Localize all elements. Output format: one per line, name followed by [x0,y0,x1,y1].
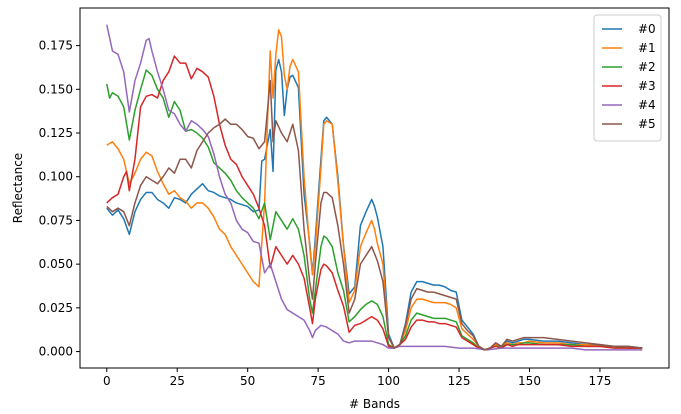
y-tick-label: 0.075 [39,213,73,227]
legend-label-2: #2 [638,60,656,74]
y-axis: 0.000 0.025 0.050 0.075 0.100 0.125 0.150 0.175 [39,39,80,359]
legend-label-3: #3 [638,79,656,93]
x-axis: 0 25 50 75 100 125 150 175 [103,368,611,388]
legend-label-5: #5 [638,117,656,131]
x-axis-label: # Bands [349,397,400,411]
y-tick-label: 0.050 [39,257,73,271]
series-line-2 [106,69,643,351]
x-tick-label: 125 [448,374,471,388]
y-tick-label: 0.025 [39,301,73,315]
series-line-0 [106,58,643,351]
x-tick-label: 50 [240,374,255,388]
y-tick-label: 0.000 [39,345,73,359]
series-line-3 [106,55,643,351]
x-tick-label: 75 [310,374,325,388]
y-tick-label: 0.150 [39,82,73,96]
y-tick-label: 0.125 [39,126,73,140]
series-line-5 [106,79,643,351]
legend-label-1: #1 [638,41,656,55]
y-tick-label: 0.175 [39,39,73,53]
legend: #0 #1 #2 #3 #4 #5 [593,14,662,142]
x-tick-label: 100 [377,374,400,388]
series-line-4 [106,24,643,351]
y-axis-label: Reflectance [11,153,25,223]
legend-label-0: #0 [638,22,656,36]
legend-label-4: #4 [638,98,656,112]
x-tick-label: 150 [518,374,541,388]
plot-area [106,24,643,351]
x-tick-label: 0 [103,374,111,388]
y-tick-label: 0.100 [39,170,73,184]
plot-frame [79,7,670,369]
x-tick-label: 175 [589,374,612,388]
x-tick-label: 25 [170,374,185,388]
legend-box [593,14,662,142]
